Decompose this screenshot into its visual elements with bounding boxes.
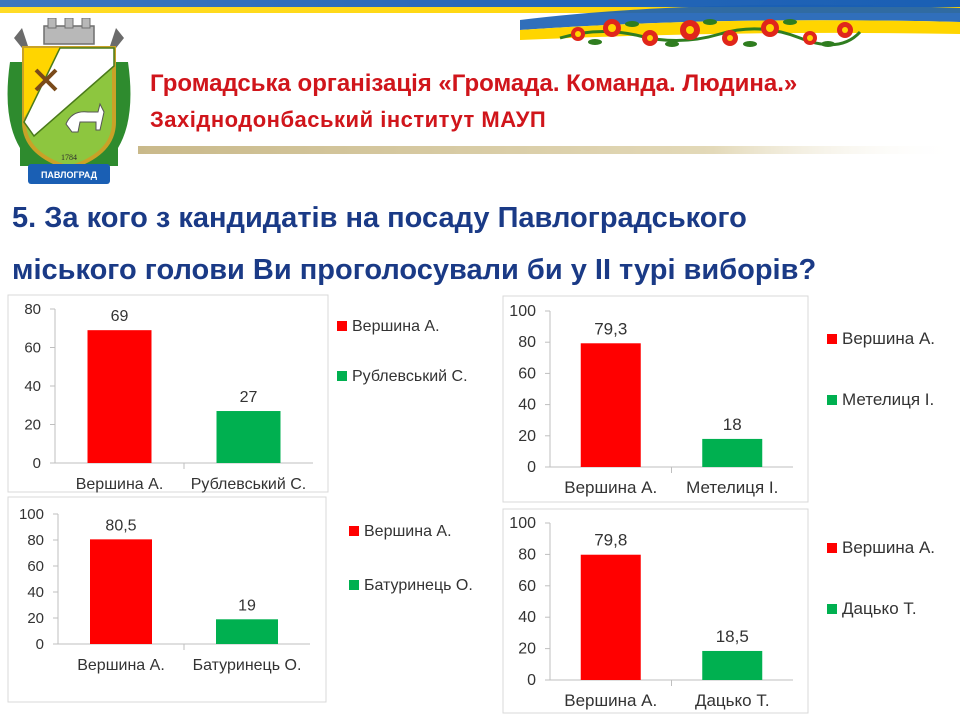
top-decorative-band: [0, 0, 960, 47]
category-label: Вершина А.: [76, 476, 164, 493]
y-tick-label: 80: [518, 546, 536, 563]
y-tick-label: 80: [24, 301, 41, 318]
y-tick-label: 60: [27, 558, 44, 575]
chart-vershyna-vs-datsko: 0 20 40 60 80 100 79,8 Вершина А. 18,5 Дацько Т. В…: [502, 508, 935, 714]
question-line-1: 5. За кого з кандидатів на посаду Павлог…: [12, 202, 747, 234]
legend-label: Дацько Т.: [842, 599, 917, 618]
data-label: 69: [111, 308, 129, 325]
chart-frame: [7, 496, 327, 703]
shield-band: [23, 47, 115, 138]
bar-opponent: [702, 650, 763, 680]
y-tick-label: 60: [518, 365, 536, 382]
chart-frame: [502, 508, 809, 714]
category-label: Батуринець О.: [193, 657, 302, 674]
chart-vershyna-vs-rublevskyi: 0 20 40 60 80 69 Вершина А. 27 Рублевський С. Вер…: [7, 294, 468, 493]
bar-vershyna: [90, 539, 152, 644]
y-tick-label: 80: [518, 334, 536, 351]
y-tick-label: 0: [527, 672, 536, 689]
bar-vershyna: [87, 330, 152, 463]
emblem-ribbon: [28, 164, 110, 184]
data-label: 18: [723, 415, 742, 434]
y-tick-label: 20: [24, 417, 41, 434]
y-tick-label: 60: [518, 578, 536, 595]
flag-blue-stripe: [0, 0, 960, 7]
y-tick-label: 60: [24, 340, 41, 357]
legend-label: Рублевський С.: [352, 368, 468, 385]
y-tick-label: 0: [33, 455, 41, 472]
question-heading: 5. За кого з кандидатів на посаду Павлог…: [12, 192, 952, 296]
emblem-ribbon-text: ПАВЛОГРАД: [41, 170, 98, 180]
y-tick-label: 0: [527, 459, 536, 476]
data-label: 18,5: [716, 627, 749, 646]
y-tick-label: 0: [36, 636, 44, 653]
horse-icon: [65, 102, 105, 133]
y-tick-label: 40: [24, 378, 41, 395]
legend-label: Вершина А.: [352, 318, 440, 335]
floral-ornament: [559, 19, 862, 47]
chart-vershyna-vs-baturynets: 0 20 40 60 80 100 80,5 Вершина А. 19 Батуринець О…: [7, 496, 473, 703]
crossed-tools-icon: [34, 68, 58, 92]
data-label: 79,8: [594, 531, 627, 550]
category-label: Рублевський С.: [191, 476, 307, 493]
organization-title: Громадська організація «Громада. Команда…: [150, 70, 798, 97]
category-label: Метелиця І.: [686, 478, 778, 497]
legend-swatch: [349, 580, 359, 590]
category-label: Дацько Т.: [695, 691, 770, 710]
y-tick-label: 100: [509, 515, 536, 532]
legend-swatch: [337, 371, 347, 381]
category-label: Вершина А.: [77, 657, 165, 674]
y-tick-label: 40: [27, 584, 44, 601]
y-tick-label: 100: [19, 506, 44, 523]
chart-frame: [502, 295, 809, 503]
y-tick-label: 40: [518, 609, 536, 626]
legend-label: Вершина А.: [842, 329, 935, 348]
bar-vershyna: [580, 343, 641, 467]
legend-swatch: [827, 604, 837, 614]
legend-label: Вершина А.: [364, 523, 452, 540]
y-tick-label: 100: [509, 303, 536, 320]
legend-swatch: [827, 334, 837, 344]
legend-label: Батуринець О.: [364, 577, 473, 594]
y-tick-label: 80: [27, 532, 44, 549]
y-tick-label: 20: [518, 428, 536, 445]
chart-frame: [7, 294, 329, 493]
category-label: Вершина А.: [564, 478, 657, 497]
city-coat-of-arms: 1784 ПАВЛОГРАД: [7, 18, 131, 184]
y-tick-label: 20: [27, 610, 44, 627]
data-label: 80,5: [105, 517, 136, 534]
legend-swatch: [827, 395, 837, 405]
category-label: Вершина А.: [564, 691, 657, 710]
bar-opponent: [216, 411, 281, 463]
bar-opponent: [702, 438, 763, 467]
mural-crown-icon: [43, 25, 95, 45]
y-tick-label: 20: [518, 641, 536, 658]
emblem-year: 1784: [61, 153, 77, 162]
legend-swatch: [827, 543, 837, 553]
header-divider: [138, 146, 960, 154]
bar-vershyna: [580, 554, 641, 680]
legend-label: Вершина А.: [842, 538, 935, 557]
legend-label: Метелиця І.: [842, 390, 934, 409]
data-label: 79,3: [594, 319, 627, 338]
bar-opponent: [216, 619, 278, 644]
data-label: 27: [240, 389, 258, 406]
question-line-2: міського голови Ви проголосували би у ІІ…: [12, 254, 817, 286]
legend-swatch: [337, 321, 347, 331]
chart-vershyna-vs-metelytsia: 0 20 40 60 80 100 79,3 Вершина А. 18 Метелиця І. В…: [502, 295, 935, 503]
legend-swatch: [349, 526, 359, 536]
data-label: 19: [238, 597, 256, 614]
y-tick-label: 40: [518, 397, 536, 414]
flag-yellow-stripe: [0, 7, 960, 13]
institute-title: Західнодонбаський інститут МАУП: [150, 107, 547, 132]
